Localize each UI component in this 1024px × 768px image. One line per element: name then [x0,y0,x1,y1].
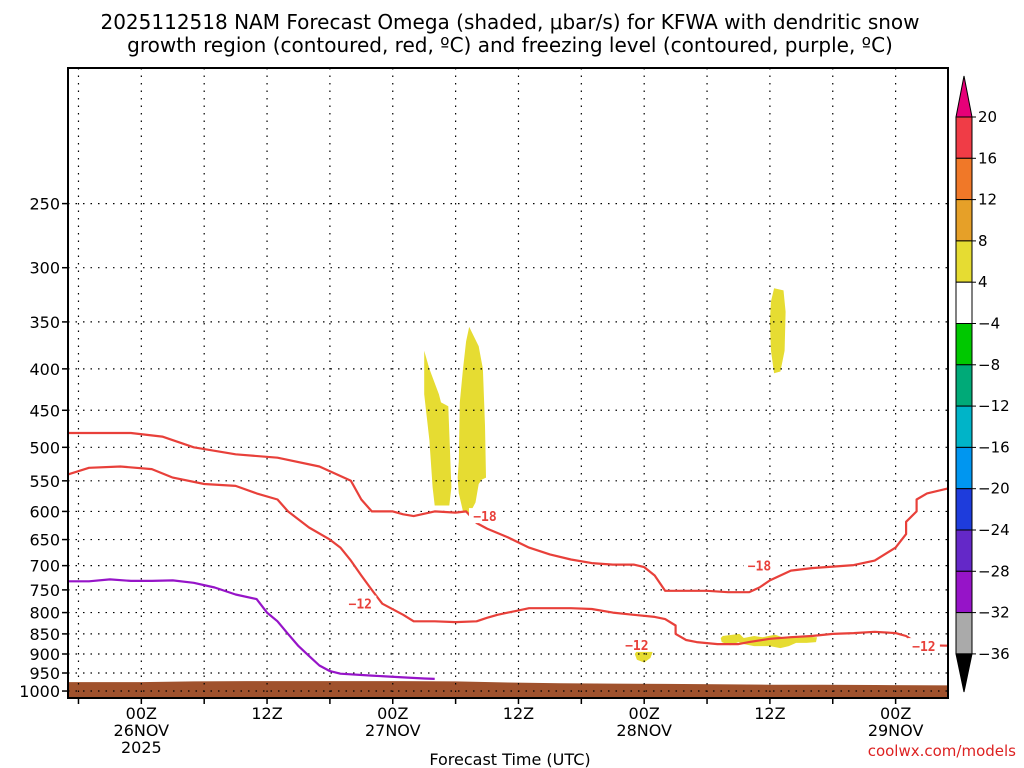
x-axis-label: Forecast Time (UTC) [429,750,590,768]
contour-line-1 [68,431,949,594]
colorbar-box-12 [955,612,973,655]
plot-frame [67,67,949,699]
y-tick-label-300: 300 [29,259,60,278]
y-tick-label-800: 800 [29,604,60,623]
y-tick-label-750: 750 [29,581,60,600]
x-tick-label-0-2: 26NOV [114,721,170,740]
y-tick-label-600: 600 [29,502,60,521]
y-tick-label-550: 550 [29,472,60,491]
colorbar-box-8 [955,446,973,490]
colorbar-box-11 [955,570,973,614]
y-axis: 2503003504004505005506006507007508008509… [19,195,68,701]
watermark: coolwx.com/models [868,742,1016,760]
colorbar-label-1: 16 [978,149,997,167]
y-tick-label-900: 900 [29,645,60,664]
grid-lines [68,68,948,698]
x-tick-label-3-1: 12Z [503,704,534,723]
contour-label-3: −18 [473,510,497,525]
contour-label-bg-1 [620,636,653,652]
contour-label-1: −12 [625,639,648,654]
plot-area: −12 −12 −12 −18 −18 [67,67,949,699]
colorbar-label-0: 20 [978,108,997,126]
chart-title-line2: growth region (contoured, red, ºC) and f… [127,33,893,57]
y-tick-label-650: 650 [29,531,60,550]
y-tick-label-350: 350 [29,313,60,332]
colorbar-label-2: 12 [978,191,997,209]
x-tick-label-6-2: 29NOV [868,721,924,740]
colorbar-label-12: −32 [978,604,1010,622]
colorbar-label-6: −8 [978,356,1000,374]
contour-label-bg-2 [907,638,940,654]
x-tick-label-2-1: 00Z [377,704,408,723]
y-tick-label-850: 850 [29,625,60,644]
colorbar-top-arrow [955,75,973,118]
x-tick-label-4-2: 28NOV [616,721,672,740]
colorbar-label-7: −12 [978,397,1010,415]
colorbar-label-10: −24 [978,521,1010,539]
omega-region-2 [769,288,786,374]
y-tick-label-700: 700 [29,557,60,576]
y-tick-label-500: 500 [29,438,60,457]
colorbar-box-0 [955,116,973,159]
contour-line-0 [67,465,949,647]
omega-region-1 [457,326,486,515]
contour-label-bg-3 [468,508,501,524]
y-tick-label-450: 450 [29,401,60,420]
colorbar-box-3 [955,240,973,283]
colorbar-box-5 [955,323,973,366]
x-tick-label-0-3: 2025 [121,738,162,757]
colorbar-box-4 [955,281,973,325]
colorbar-label-13: −36 [978,645,1010,663]
colorbar-box-1 [955,157,973,201]
terrain-fill [68,681,948,698]
colorbar-bottom-arrow [955,653,973,693]
colorbar-label-4: 4 [978,273,988,291]
x-tick-label-5-1: 12Z [754,704,785,723]
x-tick-label-0-1: 00Z [126,704,157,723]
colorbar-box-6 [955,364,973,407]
x-tick-label-2-2: 27NOV [365,721,421,740]
omega-shading [424,288,817,663]
colorbar-box-9 [955,488,973,531]
y-tick-label-1000: 1000 [19,682,60,701]
colorbar-label-9: −20 [978,480,1010,498]
x-tick-label-4-1: 00Z [629,704,660,723]
chart-title-line1: 2025112518 NAM Forecast Omega (shaded, μ… [100,10,919,34]
x-tick-label-6-1: 00Z [880,704,911,723]
contour-labels: −12 −12 −12 −18 −18 [344,508,940,655]
y-tick-label-950: 950 [29,664,60,683]
colorbar-box-10 [955,529,973,572]
colorbar-label-5: −4 [978,315,1000,333]
terrain [68,681,948,698]
colorbar: 20 16 12 8 4 −4 −8 −12 −16 −20 −24 −28 −32 −36 [955,75,1010,693]
contour-lines [67,431,949,680]
omega-region-0 [424,350,452,506]
contour-label-4: −18 [748,560,772,575]
contour-label-bg-4 [743,557,776,573]
contour-line-2 [68,578,435,680]
colorbar-label-8: −16 [978,438,1010,456]
colorbar-label-3: 8 [978,232,988,250]
y-tick-label-400: 400 [29,360,60,379]
colorbar-box-2 [955,199,973,242]
colorbar-label-11: −28 [978,562,1010,580]
contour-label-2: −12 [912,640,935,655]
contour-label-0: −12 [349,598,372,613]
colorbar-box-7 [955,405,973,448]
y-tick-label-250: 250 [29,195,60,214]
contour-label-bg-0 [344,595,377,611]
x-tick-label-1-1: 12Z [251,704,282,723]
plot-background [68,68,948,698]
